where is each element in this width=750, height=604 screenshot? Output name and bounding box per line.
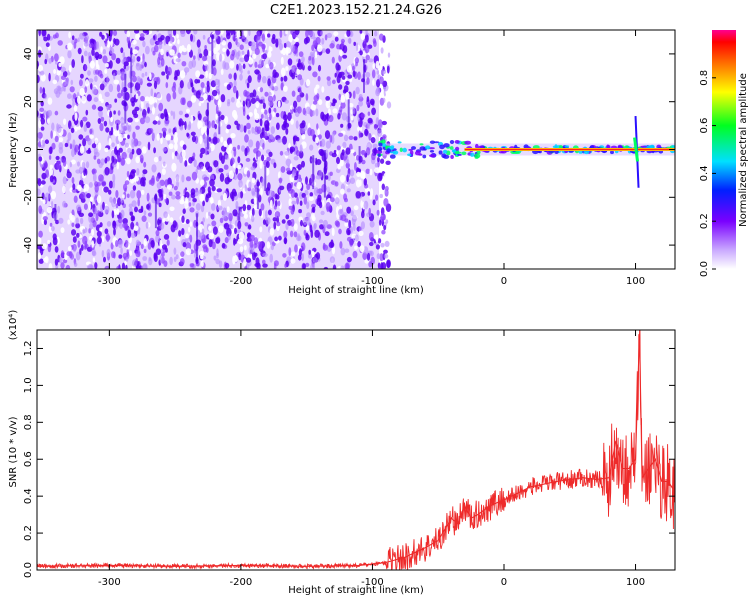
y-tick-label: 0.4 — [23, 488, 34, 504]
signal-band — [376, 115, 675, 188]
colorbar-tick-label: 0.2 — [699, 213, 710, 229]
x-tick-label: -200 — [230, 276, 253, 287]
y-tick-label: 0.6 — [23, 451, 34, 467]
spectrogram-image — [37, 30, 675, 269]
snr-series-line — [37, 333, 675, 567]
y-tick-label: 0.0 — [23, 562, 34, 578]
y-tick-label: 1.0 — [23, 377, 34, 393]
figure-title: C2E1.2023.152.21.24.G26 — [270, 3, 442, 18]
x-tick-label: 0 — [501, 276, 507, 287]
x-tick-label: -100 — [361, 276, 384, 287]
spectrogram-ylabel: Frequency (Hz) — [8, 112, 19, 188]
x-tick-label: 100 — [626, 276, 645, 287]
colorbar-axes: 0.0 0.2 0.4 0.6 0.8 — [699, 70, 716, 277]
snr-ylabel: SNR (10 * v/v) — [8, 416, 19, 487]
snr-axes: -300 -200 -100 0 100 0.0 0.2 0.4 0.6 0.8 1.0 1.2 — [23, 330, 675, 588]
y-tick-label: 20 — [23, 95, 34, 108]
snr-plot-area — [37, 330, 675, 570]
colorbar-tick-label: 0.0 — [699, 261, 710, 277]
snr-panel: -300 -200 -100 0 100 0.0 0.2 0.4 0.6 0.8 1.0 1.2 He… — [8, 310, 676, 596]
y-tick-label: 1.2 — [23, 341, 34, 357]
snr-multiplier: (x10⁴) — [8, 310, 19, 341]
x-tick-label: -300 — [98, 276, 121, 287]
snr-frame — [36, 329, 676, 571]
spectrogram-xlabel: Height of straight line (km) — [288, 285, 424, 296]
y-tick-label: 0.8 — [23, 414, 34, 430]
colorbar: 0.0 0.2 0.4 0.6 0.8 Normalized spectral ampl… — [699, 30, 749, 277]
y-tick-label: -40 — [23, 237, 34, 253]
x-tick-label: -100 — [361, 577, 384, 588]
colorbar-gradient — [712, 30, 736, 269]
noise-speckles — [37, 30, 392, 269]
y-tick-label: -20 — [23, 189, 34, 205]
snr-xlabel: Height of straight line (km) — [288, 585, 424, 596]
x-tick-label: -200 — [230, 577, 253, 588]
y-tick-label: 40 — [23, 48, 34, 61]
x-tick-label: -300 — [98, 577, 121, 588]
colorbar-tick-label: 0.4 — [699, 165, 710, 181]
x-tick-label: 0 — [501, 577, 507, 588]
x-tick-label: 100 — [626, 577, 645, 588]
snr-series-detail — [37, 330, 675, 570]
y-tick-label: 0 — [23, 146, 34, 152]
colorbar-label: Normalized spectral amplitude — [738, 73, 749, 227]
colorbar-tick-label: 0.8 — [699, 70, 710, 86]
colorbar-tick-label: 0.6 — [699, 118, 710, 134]
y-tick-label: 0.2 — [23, 525, 34, 541]
